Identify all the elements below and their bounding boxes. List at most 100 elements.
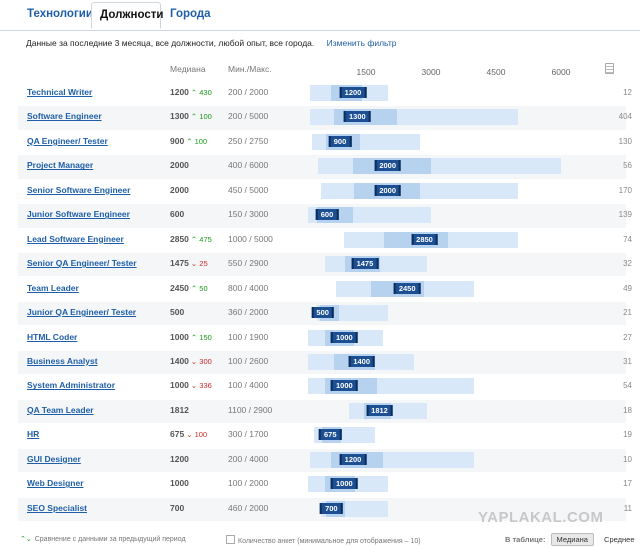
position-link[interactable]: Technical Writer <box>27 87 93 97</box>
table-row: HTML Coder 1000 ⌃ 150 100 / 1900 1000 27 <box>18 327 632 350</box>
position-link[interactable]: QA Team Leader <box>27 404 94 415</box>
median-badge: 900 <box>328 135 352 147</box>
median-cell: 500 <box>170 307 184 317</box>
table-row: Team Leader 2450 ⌃ 50 800 / 4000 2450 49 <box>18 278 632 301</box>
table-row: Junior QA Engineer/ Tester 500 360 / 2000 5… <box>18 302 632 326</box>
change-value: 336 <box>199 381 212 391</box>
arrow-up-icon: ⌃ <box>190 88 200 97</box>
change-up-indicator: ⌃ 150 <box>191 333 212 342</box>
arrow-up-icon: ⌃ <box>186 136 195 146</box>
position-link[interactable]: Team Leader <box>27 282 79 293</box>
column-header-range: Мин./Макс. <box>228 64 272 74</box>
median-cell: 1200 <box>170 454 189 464</box>
median-cell: 2000 <box>170 160 189 170</box>
arrow-up-icon: ⌃ <box>190 112 200 122</box>
change-value: 475 <box>199 234 212 244</box>
position-link[interactable]: System Administrator <box>27 380 116 391</box>
position-link[interactable]: QA Engineer/ Tester <box>27 135 108 146</box>
median-cell: 1812 <box>170 405 189 415</box>
min-max-cell: 1100 / 2900 <box>228 404 273 415</box>
change-down-indicator: ⌄ 100 <box>186 430 207 439</box>
position-link[interactable]: HR <box>27 429 40 440</box>
min-max-cell: 300 / 1700 <box>228 429 269 440</box>
change-filter-link[interactable]: Изменить фильтр <box>326 38 397 48</box>
arrow-down-icon: ⌄ <box>190 381 200 391</box>
position-link[interactable]: Senior QA Engineer/ Tester <box>27 258 137 269</box>
min-max-cell: 200 / 2000 <box>228 87 269 97</box>
median-cell: 2450 ⌃ 50 <box>170 283 208 293</box>
position-link[interactable]: Senior Software Engineer <box>27 184 131 195</box>
position-link[interactable]: Lead Software Engineer <box>27 233 124 244</box>
footer: ⌃⌄ Сравнение с данными за предыдущий пери… <box>0 533 640 547</box>
table-row: GUI Designer 1200 200 / 4000 1200 10 <box>18 448 632 473</box>
median-badge: 500 <box>311 307 334 319</box>
resume-count: 54 <box>623 381 632 391</box>
resume-count: 170 <box>618 185 632 195</box>
arrow-up-icon: ⌃ <box>190 332 200 342</box>
footer-count-text: Количество анкет (минимальное для отобра… <box>238 538 421 545</box>
position-link[interactable]: GUI Designer <box>27 453 81 464</box>
resume-count: 74 <box>623 234 632 244</box>
position-link[interactable]: Software Engineer <box>27 111 102 122</box>
median-cell: 1000 ⌃ 150 <box>170 332 212 342</box>
position-link[interactable]: Web Designer <box>27 478 84 489</box>
arrow-down-icon: ⌄ <box>186 430 195 440</box>
position-link[interactable]: Junior Software Engineer <box>27 209 130 220</box>
median-badge: 2850 <box>411 233 438 245</box>
change-value: 100 <box>199 112 212 122</box>
change-down-indicator: ⌄ 300 <box>191 357 212 366</box>
resume-count: 404 <box>618 112 632 122</box>
median-cell: 1475 ⌄ 25 <box>170 258 208 268</box>
min-max-cell: 150 / 3000 <box>228 209 269 220</box>
change-value: 50 <box>199 283 208 293</box>
median-value: 500 <box>170 307 185 318</box>
resume-count: 49 <box>623 283 632 293</box>
tab-positions[interactable]: Должности <box>91 2 163 29</box>
mean-mode-button[interactable]: Среднее <box>604 535 635 544</box>
median-badge: 1200 <box>339 87 367 98</box>
table-row: Project Manager 2000 400 / 6000 2000 56 <box>18 155 632 179</box>
min-max-cell: 200 / 5000 <box>228 111 269 122</box>
min-max-cell: 400 / 6000 <box>228 160 269 171</box>
resume-count: 17 <box>623 479 632 489</box>
median-value: 2850 <box>170 233 189 244</box>
position-link[interactable]: SEO Specialist <box>27 502 87 513</box>
table-row: Technical Writer 1200 ⌃ 430 200 / 2000 1200 1… <box>18 82 632 105</box>
change-up-indicator: ⌃ 475 <box>191 235 212 244</box>
median-value: 1000 <box>170 478 189 489</box>
tab-cities[interactable]: Города <box>170 8 211 20</box>
position-link[interactable]: Junior QA Engineer/ Tester <box>27 307 137 318</box>
table-row: QA Team Leader 1812 1100 / 2900 1812 18 <box>18 399 632 424</box>
change-value: 300 <box>199 356 212 366</box>
resume-count: 139 <box>618 210 632 220</box>
compare-arrows-icon: ⌃⌄ <box>20 536 32 543</box>
median-cell: 600 <box>170 209 184 219</box>
median-cell: 1400 ⌄ 300 <box>170 356 212 366</box>
position-link[interactable]: HTML Coder <box>27 331 78 342</box>
arrow-up-icon: ⌃ <box>190 234 200 244</box>
min-max-cell: 100 / 2000 <box>228 478 269 489</box>
table-row: Junior Software Engineer 600 150 / 3000 600… <box>18 204 632 228</box>
median-cell: 675 ⌄ 100 <box>170 429 207 439</box>
min-max-cell: 1000 / 5000 <box>228 233 273 244</box>
position-link[interactable]: Project Manager <box>27 160 94 171</box>
median-value: 1000 <box>170 380 189 391</box>
median-badge: 1475 <box>351 258 379 270</box>
median-value: 2000 <box>170 184 189 195</box>
arrow-down-icon: ⌄ <box>190 356 200 366</box>
tab-technologies[interactable]: Технологии <box>27 8 93 20</box>
position-link[interactable]: Business Analyst <box>27 355 98 366</box>
median-value: 900 <box>170 135 185 146</box>
median-badge: 600 <box>315 209 339 221</box>
change-up-indicator: ⌃ 50 <box>191 284 208 293</box>
footer-compare-note: ⌃⌄ Сравнение с данными за предыдущий пери… <box>20 535 186 543</box>
change-value: 100 <box>194 136 208 146</box>
change-up-indicator: ⌃ 100 <box>186 137 207 146</box>
median-mode-button[interactable]: Медиана <box>550 533 594 546</box>
median-badge: 1000 <box>330 331 358 343</box>
median-value: 1200 <box>170 453 189 464</box>
median-cell: 1000 <box>170 478 189 488</box>
axis-tick-label: 4500 <box>486 67 506 77</box>
min-max-cell: 100 / 2600 <box>228 355 269 366</box>
filter-summary: Данные за последние 3 месяца, все должно… <box>26 38 396 48</box>
